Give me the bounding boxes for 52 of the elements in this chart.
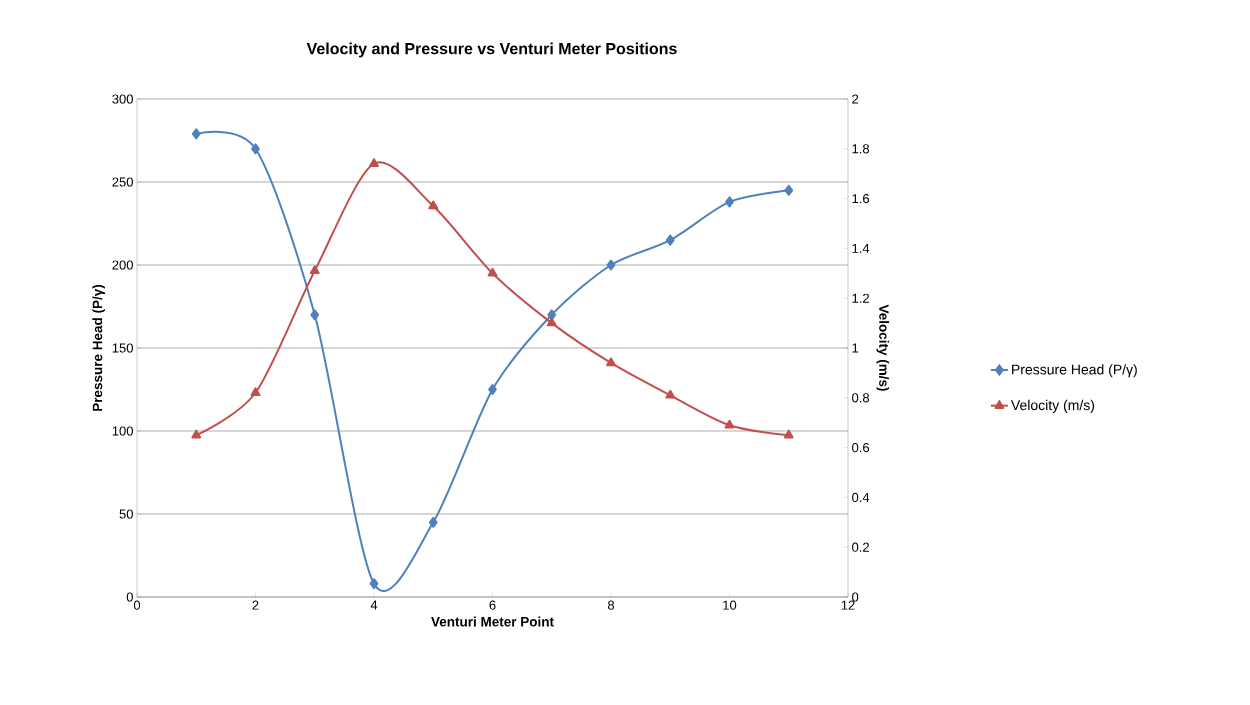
y2-tick-label: 2 <box>852 94 859 104</box>
y-tick-label: 50 <box>119 509 133 519</box>
point <box>310 309 320 321</box>
point <box>251 143 260 155</box>
y-tick-label: 0 <box>126 592 133 602</box>
point <box>309 265 320 275</box>
legend-label: Velocity (m/s) <box>1010 399 1095 413</box>
point <box>784 184 794 196</box>
y2-tick-label: 0 <box>852 592 859 602</box>
x-tick-label: 0 <box>133 600 141 610</box>
y2-axis-title: Velocity (m/s) <box>876 304 890 391</box>
point <box>428 200 439 210</box>
x-tick-label: 12 <box>841 600 855 610</box>
point <box>488 384 497 395</box>
point <box>783 429 794 439</box>
point <box>724 419 735 429</box>
y2-tick-label: 1.6 <box>852 193 870 204</box>
x-tick-label: 10 <box>723 600 737 610</box>
legend-label: Pressure Head (P/γ) <box>1012 364 1137 378</box>
point <box>428 516 438 528</box>
point <box>191 128 201 140</box>
y2-tick-label: 0.6 <box>852 442 870 453</box>
x-axis-title: Venturi Meter Point <box>431 616 554 627</box>
x-tick-label: 8 <box>607 600 615 610</box>
point <box>665 389 676 399</box>
x-tick-label: 2 <box>252 600 259 610</box>
y2-tick-label: 1.4 <box>852 243 870 253</box>
y2-tick-label: 1.2 <box>852 293 869 303</box>
y2-tick-label: 0.2 <box>852 542 869 552</box>
chart-title: Velocity and Pressure vs Venturi Meter Positions <box>306 42 677 58</box>
point <box>369 158 379 167</box>
x-tick-label: 4 <box>370 600 378 610</box>
point <box>725 196 734 208</box>
point <box>606 357 616 367</box>
y-tick-label: 150 <box>112 343 133 353</box>
y-tick-label: 250 <box>112 177 133 187</box>
y2-tick-label: 1.8 <box>852 144 870 154</box>
y2-tick-label: 1 <box>852 343 859 353</box>
x-tick-label: 6 <box>489 600 496 610</box>
point <box>487 267 498 277</box>
y-axis-title: Pressure Head (P/γ) <box>92 284 105 411</box>
point <box>369 578 379 590</box>
point <box>191 429 202 439</box>
point <box>250 387 261 397</box>
point <box>665 234 675 246</box>
point <box>606 259 616 271</box>
y-tick-label: 200 <box>112 260 133 270</box>
y2-tick-label: 0.8 <box>852 393 870 403</box>
y-tick-label: 100 <box>112 426 133 436</box>
y-tick-label: 300 <box>112 94 133 104</box>
y2-tick-label: 0.4 <box>852 492 870 502</box>
point <box>546 317 557 327</box>
